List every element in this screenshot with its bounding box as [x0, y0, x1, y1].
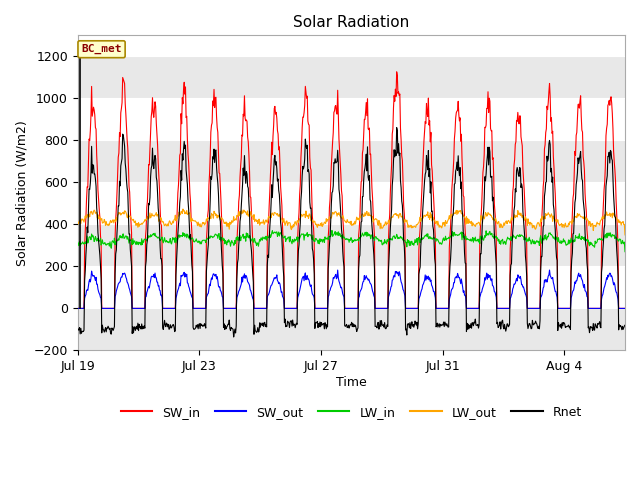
Bar [77, 56, 625, 98]
Legend: SW_in, SW_out, LW_in, LW_out, Rnet: SW_in, SW_out, LW_in, LW_out, Rnet [116, 401, 587, 424]
Text: BC_met: BC_met [81, 44, 122, 54]
Y-axis label: Solar Radiation (W/m2): Solar Radiation (W/m2) [15, 120, 28, 266]
Bar [77, 224, 625, 266]
Bar [77, 308, 625, 350]
X-axis label: Time: Time [336, 376, 367, 389]
Title: Solar Radiation: Solar Radiation [293, 15, 410, 30]
Bar [77, 140, 625, 182]
